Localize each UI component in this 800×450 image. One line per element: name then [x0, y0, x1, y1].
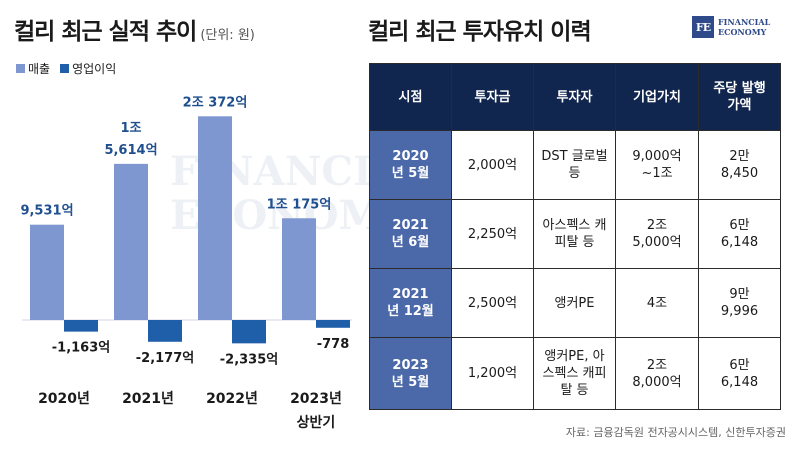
- cell-date: 2021년 6월: [370, 200, 452, 269]
- category-tick-label: 2020년: [38, 391, 90, 407]
- header-amount: 투자금: [452, 64, 534, 131]
- operating-profit-data-label: -2,177억: [136, 351, 194, 366]
- cell-share-price: 6만 6,148: [699, 338, 781, 410]
- logo-mark: FE: [692, 16, 714, 38]
- operating-profit-data-label: -1,163억: [52, 341, 110, 356]
- revenue-data-label: 5,614억: [104, 143, 157, 158]
- revenue-data-label: 1조: [120, 121, 141, 136]
- revenue-bar: [30, 225, 64, 320]
- operating-profit-bar: [316, 320, 350, 328]
- cell-investor: 앵커PE, 아스펙스 캐피탈 등: [534, 338, 616, 410]
- cell-date: 2020년 5월: [370, 131, 452, 200]
- category-tick-label: 2021년: [122, 391, 174, 407]
- logo-text: FINANCIAL ECONOMY: [718, 17, 770, 37]
- category-tick-label: 2022년: [206, 391, 258, 407]
- cell-valuation: 2조 5,000억: [616, 200, 699, 269]
- cell-investor-text: 아스펙스 캐피탈 등: [540, 217, 610, 251]
- cell-date: 2021년 12월: [370, 269, 452, 338]
- chart-unit: (단위: 원): [200, 28, 255, 43]
- logo-line1: FINANCIAL: [718, 17, 770, 27]
- header-date: 시점: [370, 64, 452, 131]
- header-valuation: 기업가치: [616, 64, 699, 131]
- operating-profit-data-label: -2,335억: [220, 352, 278, 367]
- cell-valuation: 4조: [616, 269, 699, 338]
- revenue-bar: [282, 218, 316, 320]
- cell-valuation: 2조 8,000억: [616, 338, 699, 410]
- legend-swatch-operating-profit: [60, 64, 69, 73]
- operating-profit-bar: [232, 320, 266, 343]
- revenue-bar: [198, 116, 232, 320]
- operating-profit-bar: [64, 320, 98, 332]
- cell-valuation-text: 2조 8,000억: [628, 357, 686, 391]
- revenue-bar: [114, 164, 148, 320]
- bar-chart: 9,531억 -1,163억 2020년 1조 5,614억 -2,177억 2021년 2조…: [0, 80, 360, 440]
- cell-share-price-text: 6만 6,148: [717, 217, 763, 251]
- cell-valuation: 9,000억 ~1조: [616, 131, 699, 200]
- table-header-row: 시점 투자금 투자자 기업가치 주당 발행가액: [370, 64, 781, 131]
- cell-share-price-text: 6만 6,148: [717, 357, 763, 391]
- cell-date: 2023년 5월: [370, 338, 452, 410]
- legend-item-revenue: 매출: [16, 60, 50, 77]
- legend-item-operating-profit: 영업이익: [60, 60, 116, 77]
- investment-history-table: 시점 투자금 투자자 기업가치 주당 발행가액 2020년 5월 2,000억 …: [369, 63, 781, 410]
- cell-amount: 2,250억: [452, 200, 534, 269]
- cell-investor-text: 앵커PE, 아스펙스 캐피탈 등: [539, 348, 611, 399]
- source-note: 자료: 금융감독원 전자공시시스템, 신한투자증권: [566, 424, 786, 440]
- cell-share-price: 9만 9,996: [699, 269, 781, 338]
- category-tick-label: 상반기: [297, 414, 336, 431]
- cell-investor-text: DST 글로벌 등: [540, 148, 610, 182]
- cell-share-price: 2만 8,450: [699, 131, 781, 200]
- category-tick-label: 2023년: [290, 391, 342, 407]
- cell-investor-text: 앵커PE: [540, 295, 610, 312]
- cell-valuation-text: 4조: [628, 295, 686, 312]
- cell-share-price-text: 2만 8,450: [717, 148, 763, 182]
- revenue-data-label: 9,531억: [20, 204, 73, 219]
- logo-line2: ECONOMY: [718, 27, 770, 37]
- chart-title: 컬리 최근 실적 추이 (단위: 원): [14, 12, 255, 46]
- table-row: 2023년 5월 1,200억 앵커PE, 아스펙스 캐피탈 등 2조 8,00…: [370, 338, 781, 410]
- header-share-price-text: 주당 발행가액: [710, 80, 770, 114]
- cell-date-text: 2020년 5월: [387, 148, 435, 182]
- table-row: 2021년 12월 2,500억 앵커PE 4조 9만 9,996: [370, 269, 781, 338]
- cell-date-text: 2021년 12월: [387, 286, 435, 320]
- legend-label-operating-profit: 영업이익: [72, 60, 116, 77]
- cell-investor: 앵커PE: [534, 269, 616, 338]
- cell-amount: 2,500억: [452, 269, 534, 338]
- legend-swatch-revenue: [16, 64, 25, 73]
- table-title: 컬리 최근 투자유치 이력: [368, 12, 591, 46]
- cell-investor: DST 글로벌 등: [534, 131, 616, 200]
- cell-amount: 2,000억: [452, 131, 534, 200]
- cell-date-text: 2023년 5월: [387, 357, 435, 391]
- cell-share-price: 6만 6,148: [699, 200, 781, 269]
- cell-valuation-text: 2조 5,000억: [628, 217, 686, 251]
- revenue-data-label: 1조 175억: [267, 197, 332, 212]
- table-row: 2021년 6월 2,250억 아스펙스 캐피탈 등 2조 5,000억 6만 …: [370, 200, 781, 269]
- header-share-price: 주당 발행가액: [699, 64, 781, 131]
- cell-share-price-text: 9만 9,996: [717, 286, 763, 320]
- cell-investor: 아스펙스 캐피탈 등: [534, 200, 616, 269]
- cell-date-text: 2021년 6월: [387, 217, 435, 251]
- table-row: 2020년 5월 2,000억 DST 글로벌 등 9,000억 ~1조 2만 …: [370, 131, 781, 200]
- chart-legend: 매출 영업이익: [16, 60, 116, 77]
- revenue-data-label: 2조 372억: [183, 95, 248, 110]
- cell-valuation-text: 9,000억 ~1조: [628, 148, 686, 182]
- header-investor: 투자자: [534, 64, 616, 131]
- cell-amount: 1,200억: [452, 338, 534, 410]
- operating-profit-data-label: -778: [317, 337, 350, 352]
- chart-title-text: 컬리 최근 실적 추이: [14, 19, 196, 45]
- legend-label-revenue: 매출: [28, 60, 50, 77]
- brand-logo: FE FINANCIAL ECONOMY: [692, 16, 770, 38]
- operating-profit-bar: [148, 320, 182, 342]
